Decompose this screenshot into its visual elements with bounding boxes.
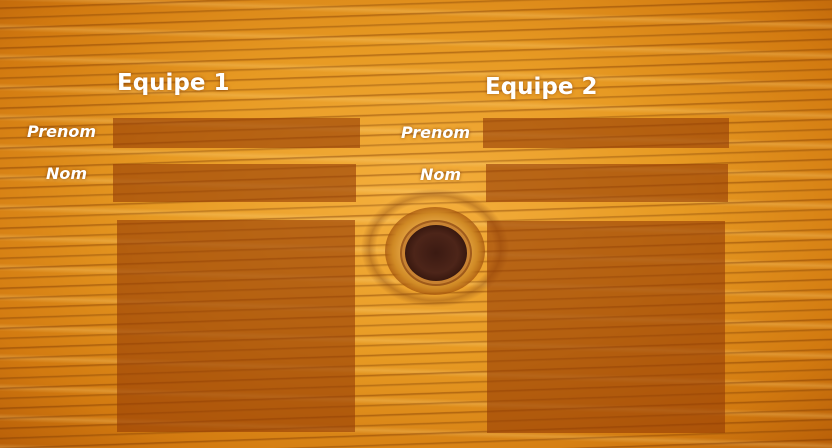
team1-nom-input[interactable]	[113, 164, 356, 202]
team1-nom-label: Nom	[46, 164, 88, 183]
team1-prenom-label: Prenom	[27, 122, 97, 141]
team2-prenom-label: Prenom	[401, 123, 471, 142]
team1-prenom-input[interactable]	[113, 118, 360, 148]
team2-prenom-input[interactable]	[483, 118, 729, 148]
team2-nom-input[interactable]	[486, 164, 728, 202]
wood-knot-center	[405, 225, 467, 281]
team2-panel	[487, 221, 725, 433]
team2-nom-label: Nom	[420, 165, 462, 184]
team1-panel	[117, 220, 355, 432]
team1-title: Equipe 1	[117, 70, 230, 96]
team2-title: Equipe 2	[485, 74, 598, 100]
